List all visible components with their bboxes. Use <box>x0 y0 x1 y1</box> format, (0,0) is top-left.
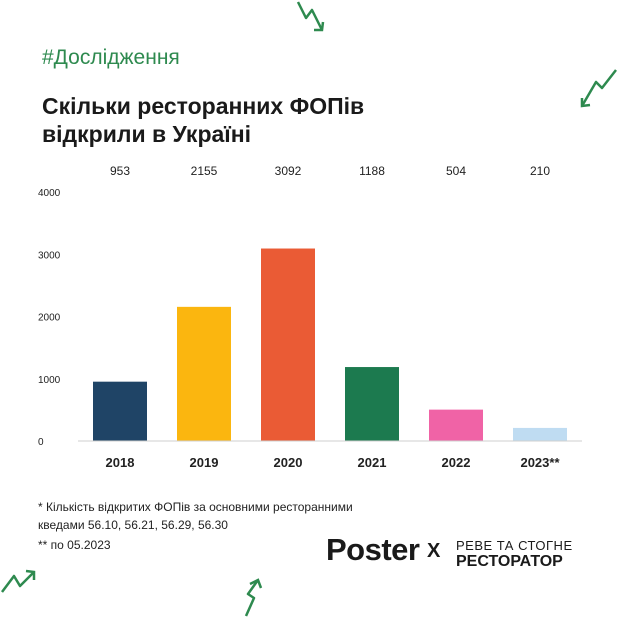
footnote-kved: * Кількість відкритих ФОПів за основними… <box>38 500 353 532</box>
poster-logo: Poster <box>326 532 420 567</box>
x-axis-labels: 2018 2019 2020 2021 2022 2023** <box>106 455 561 470</box>
zigzag-arrow-icon <box>580 69 617 108</box>
partner-logo-line1: РЕВЕ ТА СТОГНЕ <box>456 538 573 553</box>
y-tick-label: 3000 <box>38 250 61 261</box>
value-label: 210 <box>530 164 550 178</box>
bars <box>93 248 567 441</box>
bar-2023 <box>513 427 567 441</box>
value-label: 953 <box>110 164 130 178</box>
bar-2021 <box>345 367 399 441</box>
x-tick-label: 2022 <box>442 455 471 470</box>
value-labels: 953 2155 3092 1188 504 210 <box>110 164 550 178</box>
chart-title: Скільки ресторанних ФОПів відкрили в Укр… <box>42 93 365 147</box>
bar-2019 <box>177 306 231 441</box>
zigzag-arrow-icon <box>296 1 325 32</box>
y-tick-label: 0 <box>38 437 44 448</box>
bar-2018 <box>93 381 147 441</box>
x-tick-label: 2020 <box>274 455 303 470</box>
x-tick-label: 2023** <box>520 455 560 470</box>
y-tick-label: 1000 <box>38 375 61 386</box>
zigzag-arrow-icon <box>244 578 263 617</box>
bar-2020 <box>261 248 315 441</box>
y-tick-label: 4000 <box>38 188 61 199</box>
footnote-date: ** по 05.2023 <box>38 538 111 552</box>
partner-logo-line2: РЕСТОРАТОР <box>456 553 563 570</box>
zigzag-arrow-icon <box>1 569 36 593</box>
collab-x: X <box>427 540 441 562</box>
y-tick-label: 2000 <box>38 313 61 324</box>
x-tick-label: 2018 <box>106 455 135 470</box>
value-label: 3092 <box>275 164 302 178</box>
x-tick-label: 2021 <box>358 455 387 470</box>
value-label: 2155 <box>191 164 218 178</box>
value-label: 1188 <box>359 164 385 178</box>
y-axis: 0 1000 2000 3000 4000 <box>38 188 61 448</box>
x-tick-label: 2019 <box>190 455 219 470</box>
bar-2022 <box>429 409 483 441</box>
value-label: 504 <box>446 164 466 178</box>
hashtag: #Дослідження <box>42 46 180 69</box>
partner-logo: РЕВЕ ТА СТОГНЕ РЕСТОРАТОР <box>456 538 573 570</box>
